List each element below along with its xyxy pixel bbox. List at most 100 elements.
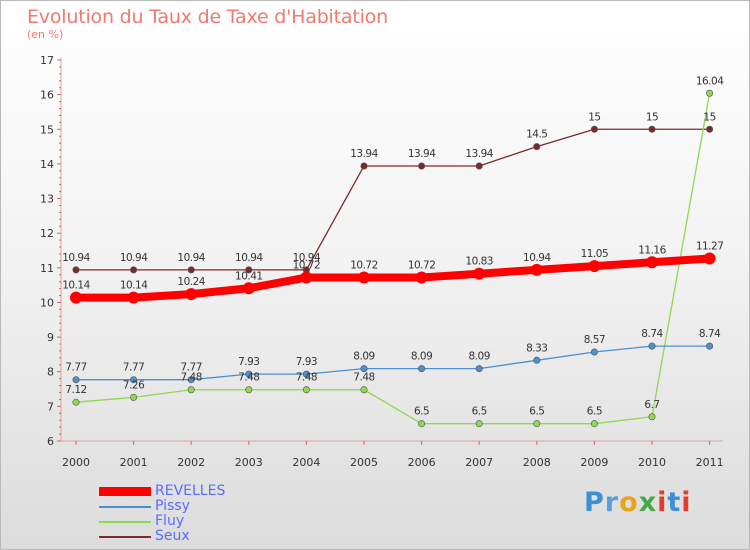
y-tick-label: 15	[40, 123, 54, 136]
data-label-revelles: 10.72	[293, 260, 321, 272]
y-tick-label: 7	[47, 400, 54, 413]
y-tick-label: 6	[47, 435, 54, 448]
data-point-seux	[475, 162, 483, 170]
data-label-pissy: 8.09	[469, 351, 490, 363]
data-point-pissy	[302, 370, 310, 378]
data-label-revelles: 10.14	[62, 280, 90, 292]
data-point-pissy	[533, 356, 541, 364]
data-label-seux: 15	[588, 111, 600, 123]
data-point-seux	[72, 266, 80, 274]
data-point-seux	[130, 266, 138, 274]
x-tick-label: 2009	[580, 456, 608, 469]
data-point-fluy	[648, 413, 656, 421]
data-label-revelles: 10.24	[177, 276, 205, 288]
data-point-pissy	[72, 376, 80, 384]
data-label-revelles: 10.14	[120, 280, 148, 292]
data-label-pissy: 8.57	[584, 334, 605, 346]
chart-subtitle: (en %)	[27, 28, 64, 41]
data-point-fluy	[706, 89, 714, 97]
data-label-seux: 15	[646, 111, 658, 123]
data-point-fluy	[302, 386, 310, 394]
data-label-revelles: 10.94	[523, 252, 551, 264]
data-point-seux	[418, 162, 426, 170]
data-point-seux	[360, 162, 368, 170]
data-point-revelles	[473, 267, 486, 280]
data-point-fluy	[130, 393, 138, 401]
y-tick-label: 11	[40, 262, 54, 275]
data-label-pissy: 8.33	[526, 342, 547, 354]
data-label-revelles: 10.41	[235, 270, 263, 282]
data-point-fluy	[533, 420, 541, 428]
data-label-fluy: 7.26	[123, 379, 145, 391]
data-label-pissy: 7.77	[65, 362, 86, 374]
legend-label: REVELLES	[155, 483, 226, 499]
data-point-pissy	[187, 376, 195, 384]
data-label-pissy: 8.09	[411, 351, 432, 363]
data-label-seux: 13.94	[465, 148, 493, 160]
data-point-revelles	[415, 271, 428, 284]
data-label-seux: 10.94	[177, 252, 205, 264]
y-tick-label: 9	[47, 331, 54, 344]
data-point-pissy	[245, 370, 253, 378]
data-point-pissy	[706, 342, 714, 350]
y-tick-label: 8	[47, 366, 54, 379]
data-point-fluy	[245, 386, 253, 394]
data-label-revelles: 11.16	[638, 244, 666, 256]
x-tick-label: 2005	[350, 456, 378, 469]
data-point-fluy	[475, 420, 483, 428]
data-point-revelles	[588, 260, 601, 273]
data-label-seux: 13.94	[408, 148, 436, 160]
data-point-revelles	[185, 288, 198, 301]
data-point-pissy	[360, 365, 368, 373]
x-tick-label: 2006	[408, 456, 436, 469]
data-point-fluy	[590, 420, 598, 428]
series-line-fluy	[75, 92, 711, 425]
data-label-fluy: 6.5	[414, 406, 429, 418]
y-tick-label: 17	[40, 54, 54, 67]
series-line-seux	[75, 128, 711, 271]
x-tick-label: 2001	[120, 456, 148, 469]
data-point-revelles	[242, 282, 255, 295]
data-label-pissy: 8.74	[641, 328, 663, 340]
data-point-revelles	[703, 252, 716, 265]
y-tick-label: 10	[40, 296, 54, 309]
x-tick-label: 2007	[465, 456, 493, 469]
data-point-seux	[245, 266, 253, 274]
series-line-revelles	[72, 254, 714, 302]
data-point-revelles	[70, 291, 82, 304]
data-label-pissy: 7.77	[123, 362, 144, 374]
y-tick-label: 12	[40, 227, 54, 240]
data-label-revelles: 10.72	[350, 260, 378, 272]
data-point-seux	[590, 125, 598, 133]
data-label-revelles: 10.72	[408, 260, 436, 272]
x-tick-label: 2002	[177, 456, 205, 469]
legend-swatch	[99, 487, 151, 496]
data-label-seux: 10.94	[62, 252, 90, 264]
data-label-fluy: 6.5	[529, 406, 544, 418]
data-label-pissy: 8.74	[699, 328, 721, 340]
data-point-seux	[187, 266, 195, 274]
data-point-pissy	[590, 348, 598, 356]
data-point-seux	[533, 143, 541, 151]
data-point-revelles	[300, 271, 313, 284]
chart-title: Evolution du Taux de Taxe d'Habitation	[27, 6, 388, 28]
data-point-revelles	[358, 271, 370, 284]
data-point-seux	[648, 125, 656, 133]
data-label-pissy: 7.77	[181, 362, 202, 374]
data-point-pissy	[130, 376, 138, 384]
x-tick-label: 2004	[292, 456, 320, 469]
data-point-pissy	[475, 365, 483, 373]
data-label-fluy: 6.5	[587, 406, 602, 418]
y-tick-label: 14	[40, 158, 54, 171]
data-label-fluy: 6.7	[644, 399, 659, 411]
data-label-seux: 10.94	[235, 252, 263, 264]
data-label-seux: 14.5	[526, 129, 547, 141]
x-tick-label: 2000	[62, 456, 90, 469]
data-point-revelles	[127, 291, 140, 304]
proxiti-logo: Proxiti	[584, 487, 692, 518]
legend-swatch	[99, 536, 151, 538]
data-label-pissy: 7.93	[296, 356, 317, 368]
data-label-revelles: 11.05	[581, 248, 609, 260]
legend-swatch	[99, 506, 151, 508]
data-label-pissy: 7.93	[238, 356, 259, 368]
